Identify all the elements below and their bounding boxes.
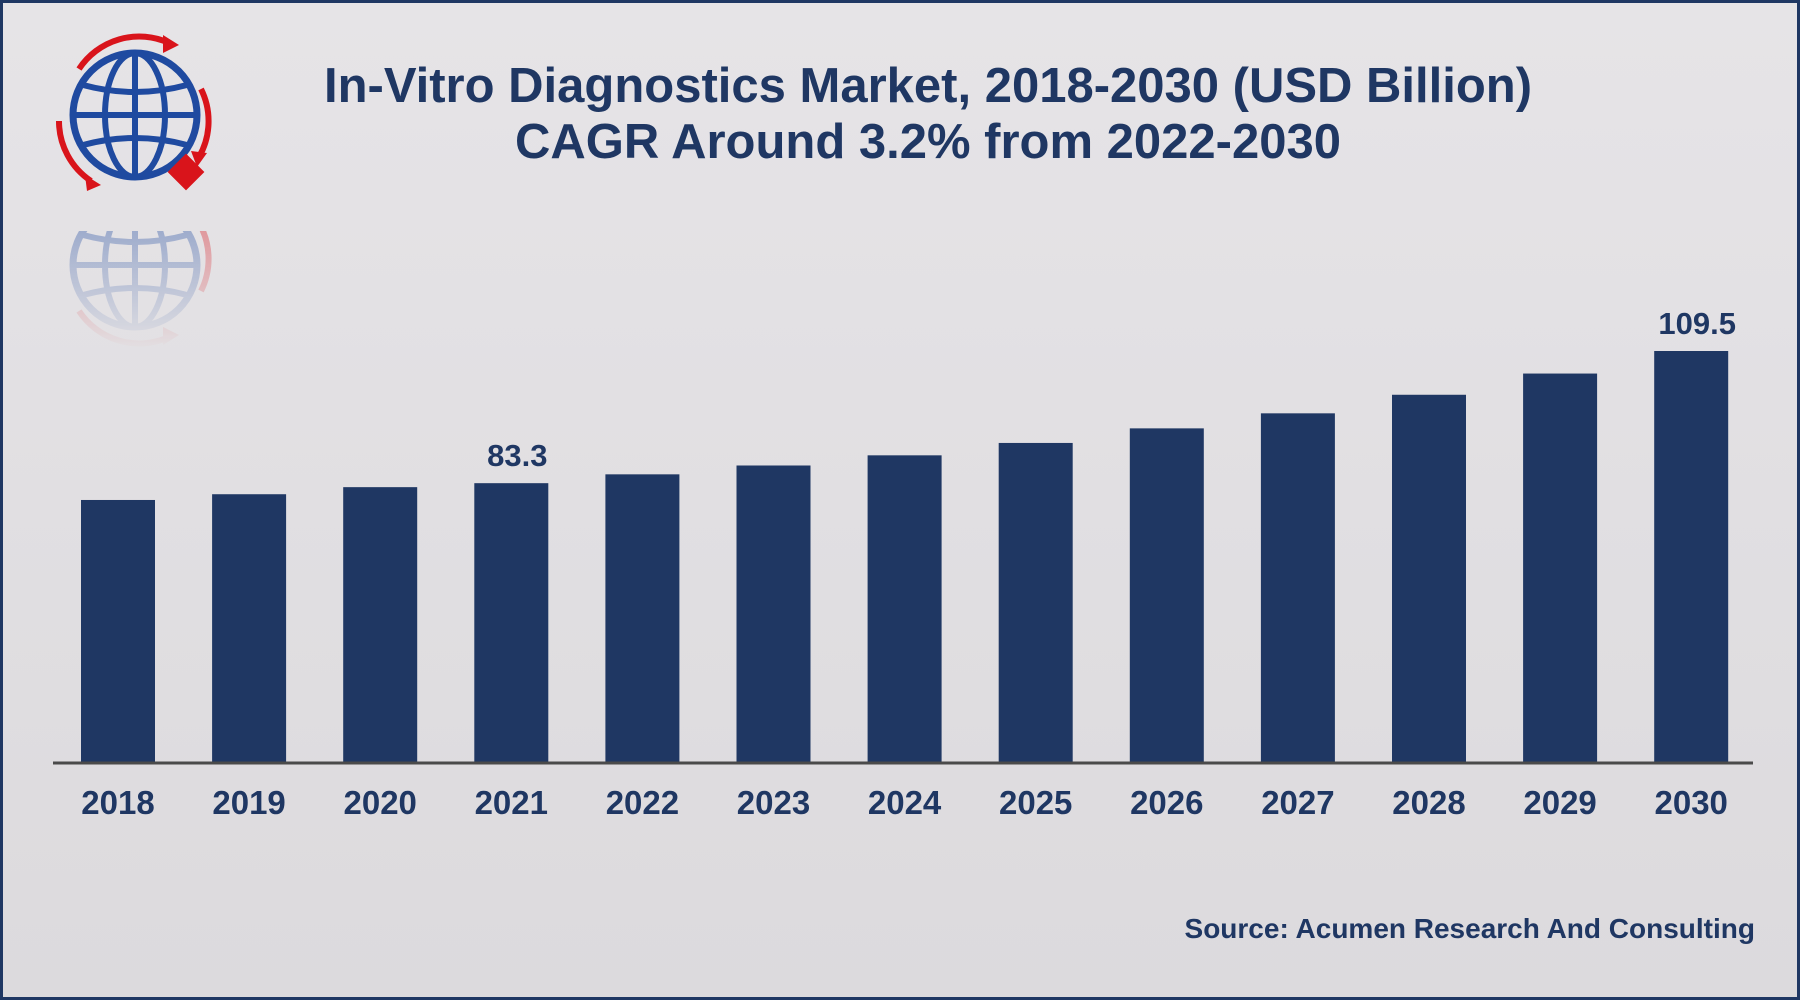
bar-2028 [1392, 394, 1466, 762]
data-label-2030: 109.5 [1658, 306, 1736, 341]
bar-2018 [81, 499, 155, 762]
x-tick-label: 2024 [868, 784, 942, 821]
bar-2025 [998, 442, 1073, 762]
x-tick-label: 2022 [606, 784, 679, 821]
x-tick-label: 2028 [1392, 784, 1465, 821]
x-tick-label: 2020 [343, 784, 416, 821]
bar-2027 [1260, 413, 1335, 762]
bar-2026 [1129, 428, 1204, 762]
bar-chart: 2018 2019 2020 2021 2022 2023 2024 2025 2026 2027… [53, 306, 1753, 821]
bar-2022 [605, 474, 680, 762]
x-tick-label: 2027 [1261, 784, 1334, 821]
chart-subtitle: CAGR Around 3.2% from 2022-2030 [515, 115, 1341, 169]
x-tick-label: 2018 [81, 784, 154, 821]
x-tick-label: 2019 [212, 784, 285, 821]
x-tick-label: 2030 [1654, 784, 1727, 821]
x-tick-label: 2025 [999, 784, 1072, 821]
chart-title: In-Vitro Diagnostics Market, 2018-2030 (… [323, 59, 1533, 113]
x-tick-label: 2026 [1130, 784, 1203, 821]
x-tick-label: 2029 [1523, 784, 1596, 821]
globe-reflection-icon [69, 231, 212, 347]
bar-2030 [1654, 351, 1729, 762]
globe-logo-reflection [51, 231, 226, 351]
x-tick-label: 2021 [475, 784, 548, 821]
bar-2024 [867, 455, 942, 762]
globe-logo-icon [55, 33, 212, 191]
globe-logo [51, 29, 226, 204]
bar-2020 [343, 487, 418, 762]
data-label-2021: 83.3 [487, 438, 547, 473]
source-note: Source: Acumen Research And Consulting [1184, 913, 1755, 944]
bar-2021 [474, 483, 549, 762]
bar-2029 [1523, 373, 1598, 762]
bar-2019 [212, 494, 287, 762]
x-tick-label: 2023 [737, 784, 810, 821]
bar-2023 [736, 465, 811, 762]
